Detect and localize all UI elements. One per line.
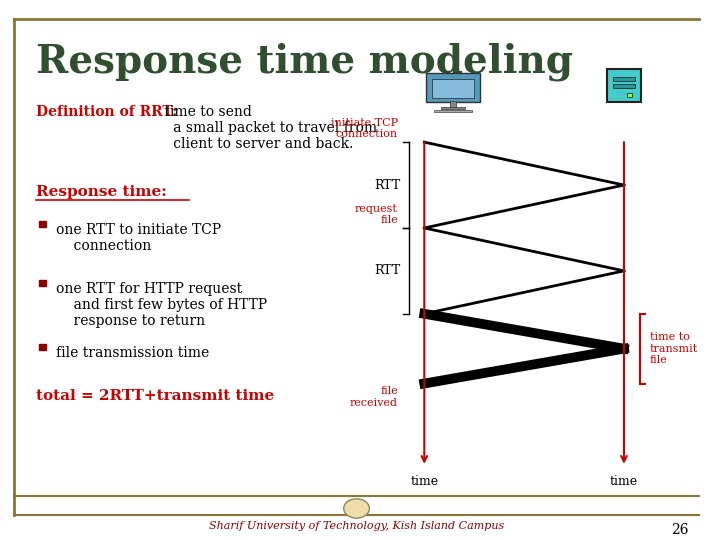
Text: time to send
   a small packet to travel from
   client to server and back.: time to send a small packet to travel fr… xyxy=(161,105,377,151)
Text: total = 2RTT+transmit time: total = 2RTT+transmit time xyxy=(36,389,274,403)
Text: RTT: RTT xyxy=(374,179,400,192)
Bar xyxy=(38,280,46,286)
Bar xyxy=(432,79,474,98)
Text: time: time xyxy=(610,475,638,488)
Text: file
received: file received xyxy=(350,386,398,408)
Bar xyxy=(38,221,46,227)
Bar xyxy=(441,107,465,109)
Bar xyxy=(434,110,472,112)
Text: RTT: RTT xyxy=(374,265,400,278)
Circle shape xyxy=(343,499,369,518)
Text: time: time xyxy=(410,475,438,488)
Text: Definition of RRT:: Definition of RRT: xyxy=(36,105,177,119)
Text: file transmission time: file transmission time xyxy=(55,346,209,360)
Text: one RTT for HTTP request
    and first few bytes of HTTP
    response to return: one RTT for HTTP request and first few b… xyxy=(55,281,266,328)
Bar xyxy=(613,84,635,88)
Text: request
file: request file xyxy=(355,204,398,225)
Bar xyxy=(613,77,635,82)
Text: Response time modeling: Response time modeling xyxy=(36,43,572,82)
Bar xyxy=(426,73,480,102)
Text: one RTT to initiate TCP
    connection: one RTT to initiate TCP connection xyxy=(55,222,221,253)
Text: initiate TCP
connection: initiate TCP connection xyxy=(330,118,398,139)
Bar xyxy=(449,101,456,107)
Text: 26: 26 xyxy=(670,523,688,537)
Text: Response time:: Response time: xyxy=(36,185,166,199)
Bar xyxy=(38,345,46,350)
Bar xyxy=(627,93,632,97)
Bar xyxy=(607,69,641,102)
Text: time to
transmit
file: time to transmit file xyxy=(649,332,698,365)
Text: Sharif University of Technology, Kish Island Campus: Sharif University of Technology, Kish Is… xyxy=(209,522,504,531)
